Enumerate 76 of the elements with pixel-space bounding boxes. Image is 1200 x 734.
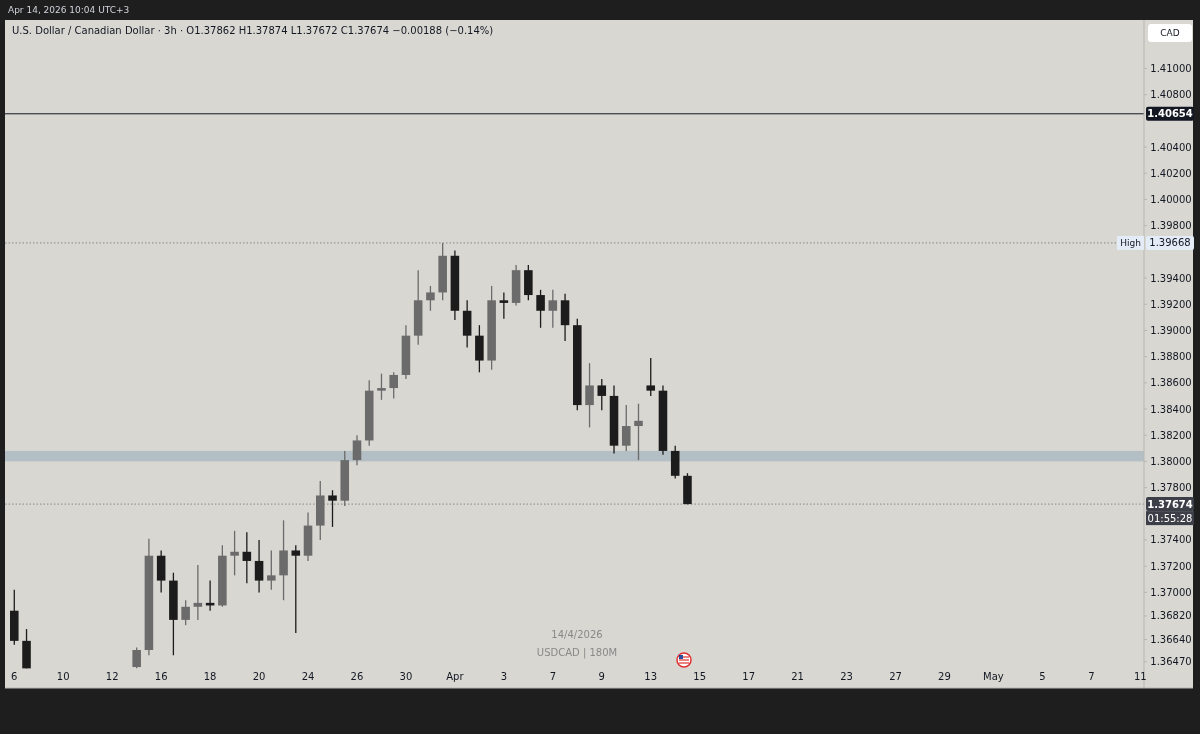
x-tick-label: 7 [1088, 671, 1095, 682]
candlestick [132, 646, 141, 669]
y-tick-label: 1.39000 [1150, 324, 1192, 336]
candlestick [646, 357, 656, 397]
candlestick [181, 599, 190, 626]
y-tick-label: 1.39200 [1150, 298, 1192, 310]
candlestick [548, 289, 558, 329]
y-tick-label: 1.40000 [1150, 193, 1192, 205]
candlestick [242, 531, 252, 584]
x-tick-label: 15 [693, 671, 707, 682]
annotation: 14/4/2026 [551, 629, 603, 640]
text: 1.39668 [1149, 237, 1191, 249]
ref-line-label: 01:55:28 [1147, 512, 1193, 524]
y-tick-label: 1.36640 [1150, 634, 1192, 646]
candlestick [426, 285, 435, 312]
y-tick-label: 1.39400 [1150, 272, 1192, 284]
x-tick-label: 16 [154, 671, 168, 682]
text: 1.40654 [1147, 108, 1193, 120]
x-tick-label: 20 [252, 671, 266, 682]
y-tick-label: 1.38800 [1150, 351, 1192, 363]
candlestick [230, 530, 239, 577]
x-tick-label: 23 [840, 671, 853, 682]
y-tick-label: 1.38200 [1150, 429, 1192, 441]
y-tick-label: 1.38600 [1150, 377, 1192, 389]
text: Apr 14, 2026 10:04 UTC+3 [8, 5, 130, 15]
x-tick-label: Apr [446, 671, 465, 682]
x-tick-label: 18 [203, 671, 217, 682]
text: 1.37674 [1147, 498, 1193, 510]
annotation: USDCAD | 180M [536, 647, 618, 659]
candlestick [597, 378, 607, 411]
x-tick-label: 7 [549, 671, 557, 682]
y-tick-label: 1.38000 [1150, 455, 1192, 467]
y-tick-label: 1.40400 [1150, 141, 1192, 153]
x-tick-label: May [983, 671, 1004, 682]
candlestick [499, 291, 509, 320]
x-tick-label: 27 [889, 671, 902, 682]
x-tick-label: 24 [301, 671, 315, 682]
y-tick-label: 1.36820 [1150, 610, 1192, 622]
y-tick-label: 1.37400 [1150, 534, 1192, 546]
candlestick [352, 434, 362, 466]
y-tick-label: 1.36470 [1150, 656, 1192, 668]
y-axis-title: CAD [1160, 28, 1180, 38]
y-tick-label: 1.41000 [1150, 62, 1192, 74]
candlestick [267, 549, 276, 591]
x-tick-label: 12 [105, 671, 119, 682]
candlestick [291, 544, 301, 634]
y-tick-label: 1.39800 [1150, 220, 1192, 232]
candlestick [193, 564, 203, 621]
candlestick [536, 289, 545, 329]
y-tick-label: 1.40200 [1150, 167, 1192, 179]
x-tick-label: 30 [399, 671, 413, 682]
x-tick-label: 17 [742, 671, 756, 682]
x-tick-label: 29 [938, 671, 951, 682]
ref-line-label: High [1120, 237, 1141, 248]
candlestick [254, 539, 264, 594]
x-tick-label: 3 [500, 671, 508, 682]
x-tick-label: 21 [791, 671, 804, 682]
candlestick [634, 403, 643, 461]
y-tick-label: 1.37800 [1150, 482, 1192, 494]
x-tick-label: 13 [644, 671, 658, 682]
candlestick [328, 489, 337, 528]
x-tick-label: 9 [598, 671, 605, 682]
text: U.S. Dollar / Canadian Dollar · 3h · O1.37862 H1.37874 L1.37672 C1.37674 −0.00188 (−0.14%) [12, 25, 494, 36]
candlestick [585, 362, 594, 428]
candlestick [377, 373, 386, 401]
y-tick-label: 1.37200 [1150, 560, 1192, 572]
x-tick-label: 6 [11, 671, 18, 682]
y-tick-label: 1.40800 [1150, 89, 1192, 101]
y-tick-label: 1.38400 [1150, 403, 1192, 415]
candlestick [621, 404, 631, 452]
x-tick-label: 11 [1133, 671, 1147, 682]
candlestick [389, 371, 398, 400]
y-tick-label: 1.37000 [1150, 586, 1192, 598]
x-tick-label: 26 [350, 671, 364, 682]
x-tick-label: 10 [56, 671, 70, 682]
x-tick-label: 5 [1039, 671, 1046, 682]
